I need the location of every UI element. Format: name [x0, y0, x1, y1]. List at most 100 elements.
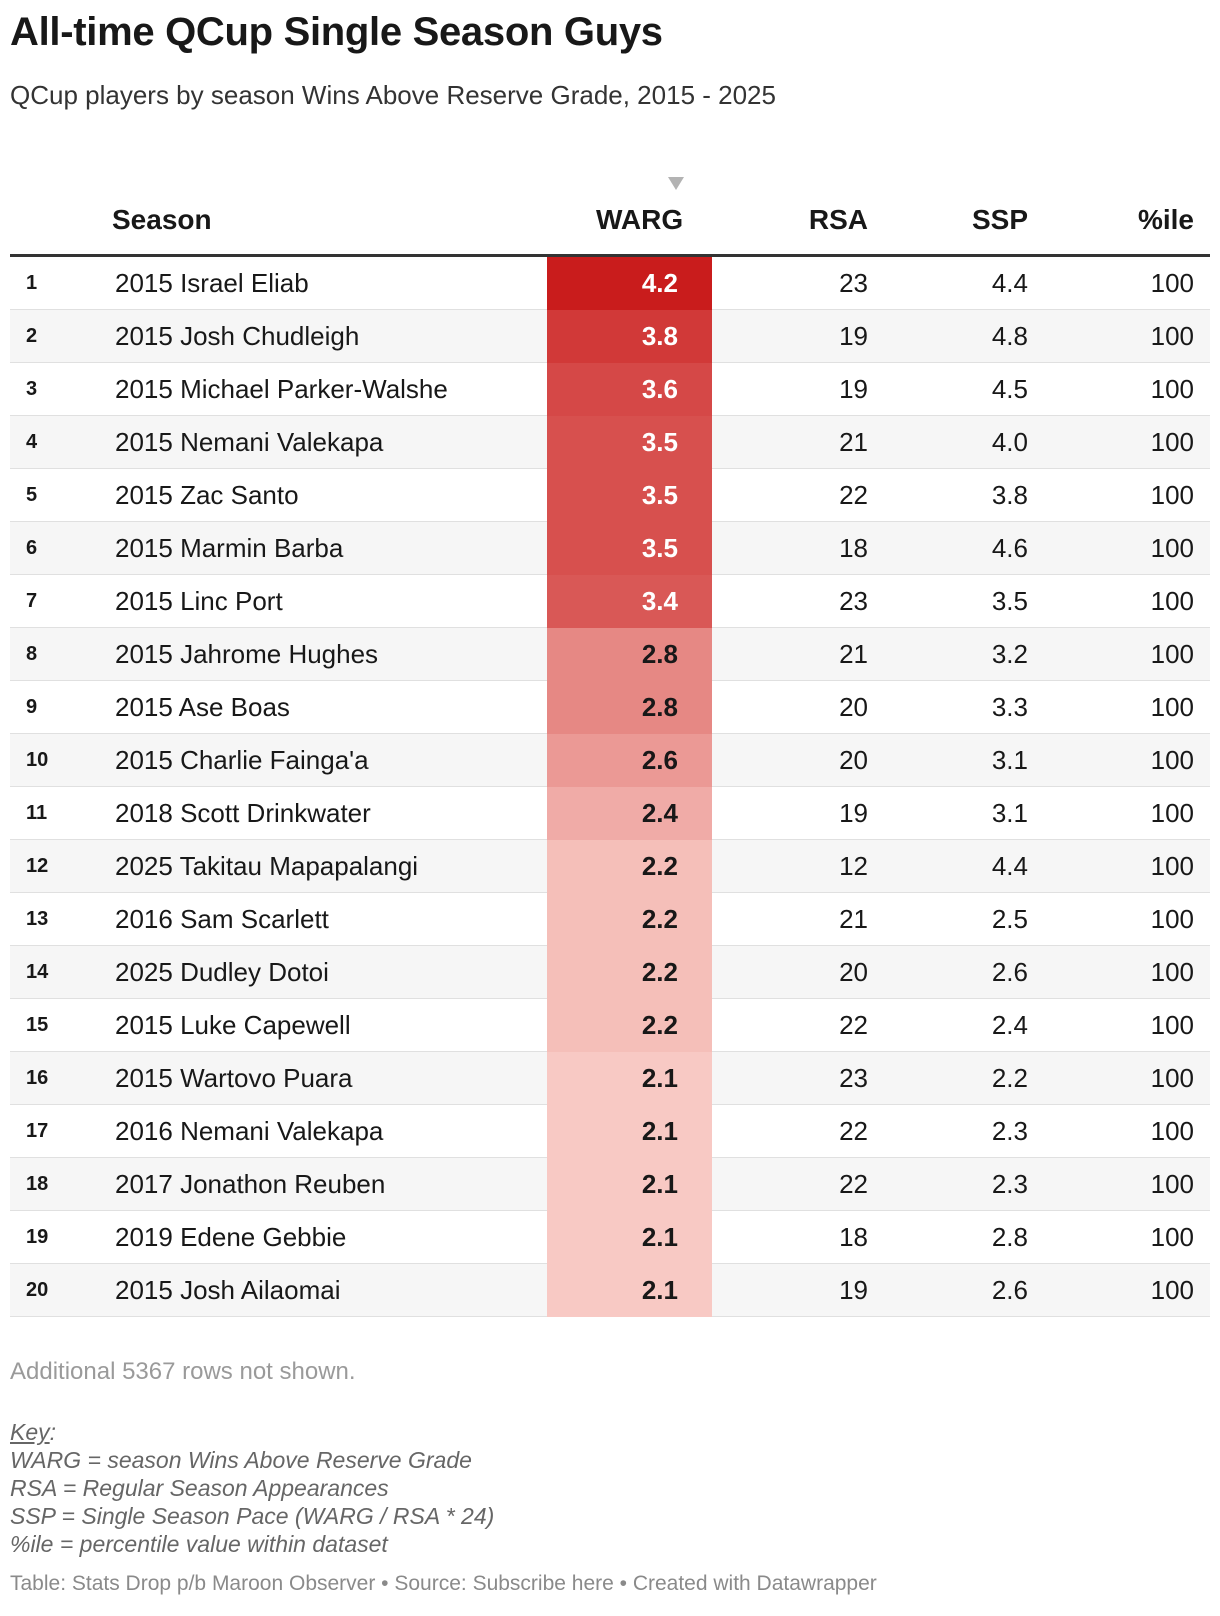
season-cell: 2015 Luke Capewell — [115, 1010, 351, 1040]
warg-heat-cell — [547, 628, 712, 681]
ssp-cell: 2.3 — [991, 1169, 1028, 1199]
ssp-cell: 3.8 — [991, 480, 1028, 510]
table-header: Season WARG RSA SSP %ile — [10, 198, 1210, 257]
ssp-cell: 2.6 — [991, 1275, 1028, 1305]
percentile-cell: 100 — [1150, 1169, 1194, 1199]
ssp-cell: 3.2 — [991, 639, 1028, 669]
warg-heat-cell — [547, 1052, 712, 1105]
warg-cell: 2.2 — [641, 1010, 678, 1040]
rsa-cell: 22 — [839, 1010, 868, 1040]
column-header-ssp[interactable]: SSP — [971, 204, 1028, 235]
rsa-cell: 20 — [839, 745, 868, 775]
warg-cell: 2.1 — [641, 1169, 678, 1199]
table-row: 11 2018 Scott Drinkwater 2.4 19 3.1 100 — [10, 787, 1210, 840]
percentile-cell: 100 — [1150, 904, 1194, 934]
rank-cell: 3 — [26, 378, 38, 400]
ssp-cell: 4.8 — [991, 321, 1028, 351]
table-row: 12 2025 Takitau Mapapalangi 2.2 12 4.4 100 — [10, 840, 1210, 893]
season-cell: 2015 Zac Santo — [115, 480, 299, 510]
table-row: 18 2017 Jonathon Reuben 2.1 22 2.3 100 — [10, 1158, 1210, 1211]
rank-cell: 2 — [26, 325, 38, 347]
season-cell: 2015 Nemani Valekapa — [115, 427, 384, 457]
season-cell: 2015 Josh Ailaomai — [115, 1275, 341, 1305]
ssp-cell: 2.6 — [991, 957, 1028, 987]
warg-heat-cell — [547, 734, 712, 787]
ssp-cell: 4.4 — [991, 851, 1028, 881]
rank-cell: 1 — [26, 272, 38, 294]
rank-cell: 7 — [26, 590, 38, 612]
season-cell: 2015 Wartovo Puara — [115, 1063, 353, 1093]
percentile-cell: 100 — [1150, 957, 1194, 987]
key-title: Key — [10, 1419, 50, 1445]
rsa-cell: 22 — [839, 1116, 868, 1146]
column-header-warg[interactable]: WARG — [596, 204, 684, 235]
rsa-cell: 19 — [839, 1275, 868, 1305]
rank-cell: 13 — [26, 908, 49, 930]
rank-cell: 9 — [26, 696, 38, 718]
warg-heat-cell — [547, 840, 712, 893]
warg-heat-cell — [547, 363, 712, 416]
season-cell: 2015 Michael Parker-Walshe — [115, 374, 448, 404]
column-header-season[interactable]: Season — [112, 204, 212, 235]
warg-heat-cell — [547, 310, 712, 363]
key-line: RSA = Regular Season Appearances — [10, 1475, 389, 1501]
rank-cell: 20 — [26, 1279, 49, 1301]
rank-cell: 14 — [26, 961, 49, 983]
season-cell: 2019 Edene Gebbie — [115, 1222, 347, 1252]
warg-heat-cell — [547, 893, 712, 946]
warg-cell: 2.1 — [641, 1116, 678, 1146]
rank-cell: 15 — [26, 1014, 49, 1036]
warg-heat-cell — [547, 946, 712, 999]
ssp-cell: 4.0 — [991, 427, 1028, 457]
warg-cell: 2.8 — [641, 692, 678, 722]
percentile-cell: 100 — [1150, 1275, 1194, 1305]
warg-cell: 2.8 — [641, 639, 678, 669]
rsa-cell: 20 — [839, 957, 868, 987]
percentile-cell: 100 — [1150, 1063, 1194, 1093]
warg-heat-cell — [547, 1264, 712, 1317]
sort-descending-icon[interactable] — [668, 177, 684, 190]
chart-subtitle: QCup players by season Wins Above Reserv… — [10, 80, 776, 110]
rank-cell: 4 — [26, 431, 38, 453]
table-row: 15 2015 Luke Capewell 2.2 22 2.4 100 — [10, 999, 1210, 1052]
table-row: 10 2015 Charlie Fainga'a 2.6 20 3.1 100 — [10, 734, 1210, 787]
rsa-cell: 23 — [839, 1063, 868, 1093]
percentile-cell: 100 — [1150, 1116, 1194, 1146]
rank-cell: 19 — [26, 1226, 49, 1248]
rsa-cell: 19 — [839, 374, 868, 404]
rsa-cell: 18 — [839, 533, 868, 563]
season-cell: 2015 Jahrome Hughes — [115, 639, 379, 669]
table-row: 6 2015 Marmin Barba 3.5 18 4.6 100 — [10, 522, 1210, 575]
rank-cell: 17 — [26, 1120, 49, 1142]
season-cell: 2015 Israel Eliab — [115, 268, 309, 298]
ssp-cell: 4.6 — [991, 533, 1028, 563]
warg-cell: 2.1 — [641, 1275, 678, 1305]
table-row: 20 2015 Josh Ailaomai 2.1 19 2.6 100 — [10, 1264, 1210, 1317]
ssp-cell: 3.1 — [991, 798, 1028, 828]
season-cell: 2015 Charlie Fainga'a — [115, 745, 369, 775]
warg-heat-cell — [547, 999, 712, 1052]
percentile-cell: 100 — [1150, 586, 1194, 616]
percentile-cell: 100 — [1150, 1010, 1194, 1040]
column-header-percentile[interactable]: %ile — [1137, 204, 1194, 235]
season-cell: 2015 Marmin Barba — [115, 533, 344, 563]
rsa-cell: 19 — [839, 321, 868, 351]
warg-cell: 3.8 — [641, 321, 678, 351]
warg-cell: 2.4 — [641, 798, 678, 828]
warg-cell: 3.5 — [641, 480, 678, 510]
ssp-cell: 3.3 — [991, 692, 1028, 722]
warg-cell: 3.5 — [641, 533, 678, 563]
key-legend: Key: WARG = season Wins Above Reserve Gr… — [10, 1418, 494, 1558]
table-row: 2 2015 Josh Chudleigh 3.8 19 4.8 100 — [10, 310, 1210, 363]
rank-cell: 16 — [26, 1067, 49, 1089]
rsa-cell: 20 — [839, 692, 868, 722]
ssp-cell: 3.5 — [991, 586, 1028, 616]
rsa-cell: 23 — [839, 268, 868, 298]
rank-cell: 8 — [26, 643, 38, 665]
table-row: 7 2015 Linc Port 3.4 23 3.5 100 — [10, 575, 1210, 628]
season-cell: 2017 Jonathon Reuben — [115, 1169, 386, 1199]
season-cell: 2025 Dudley Dotoi — [115, 957, 329, 987]
column-header-rsa[interactable]: RSA — [808, 204, 868, 235]
rsa-cell: 18 — [839, 1222, 868, 1252]
season-cell: 2016 Nemani Valekapa — [115, 1116, 384, 1146]
